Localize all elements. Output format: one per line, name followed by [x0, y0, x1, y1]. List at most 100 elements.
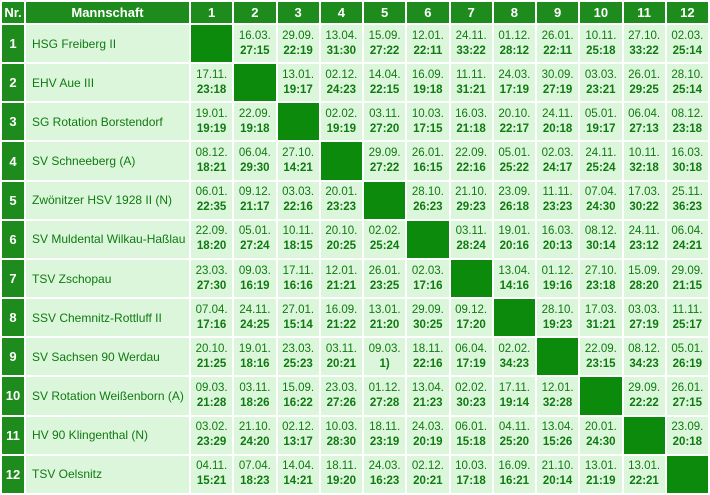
self-match-cell [277, 103, 319, 141]
match-score: 27:15 [240, 44, 270, 57]
row-number: 9 [2, 338, 24, 376]
header-col-8: 8 [493, 2, 535, 23]
match-score: 30:23 [456, 396, 486, 409]
match-date: 21.10. [238, 421, 271, 434]
result-cell: 28.10. 26:23 [407, 181, 449, 219]
match-date: 22.09. [584, 342, 617, 355]
match-date: 02.12. [325, 68, 358, 81]
match-date: 24.11. [585, 147, 617, 160]
match-score: 19:14 [499, 396, 530, 409]
match-score: 21:22 [326, 318, 357, 331]
result-cell: 20.01. 24:30 [580, 416, 622, 454]
result-cell: 08.12. 18:21 [191, 142, 233, 180]
result-cell: 26.01. 27:15 [666, 377, 708, 415]
match-score: 21:25 [196, 357, 227, 370]
match-score: 20:21 [326, 357, 357, 370]
match-score: 31:30 [326, 44, 357, 57]
match-score: 28:12 [499, 44, 530, 57]
result-cell: 03.03. 23:21 [580, 64, 622, 102]
result-cell: 09.03. 1) [364, 338, 406, 376]
match-score: 24:25 [240, 318, 270, 331]
result-cell: 08.12. 34:23 [623, 338, 665, 376]
match-date: 02.02. [455, 381, 488, 394]
match-score: 25:23 [283, 357, 313, 370]
result-cell: 22.09. 23:15 [580, 338, 622, 376]
match-date: 15.09. [282, 381, 315, 394]
match-score: 18:16 [240, 357, 270, 370]
match-date: 02.02. [368, 225, 401, 238]
match-score: 26:23 [413, 201, 443, 214]
match-date: 10.03. [411, 107, 444, 120]
row-number: 1 [2, 25, 24, 63]
self-match-cell [623, 416, 665, 454]
self-match-cell [320, 142, 362, 180]
match-score: 26:18 [499, 201, 530, 214]
result-cell: 27.10. 14:21 [277, 142, 319, 180]
match-score: 25:24 [586, 162, 616, 175]
team-name: SV Muldental Wilkau-Haßlau [26, 220, 189, 258]
team-name: HV 90 Klingenthal (N) [26, 416, 189, 454]
match-date: 18.11. [325, 460, 357, 473]
match-date: 24.03. [368, 460, 401, 473]
result-cell: 10.03. 17:15 [407, 103, 449, 141]
table-row: 12 TSV Oelsnitz 04.11. 15:21 07.04. 18:23 14.0… [2, 455, 708, 493]
result-cell: 25.11. 36:23 [666, 181, 708, 219]
match-score: 32:28 [542, 396, 573, 409]
table-row: 10 SV Rotation Weißenborn (A) 09.03. 21:28 0… [2, 377, 708, 415]
match-score: 14:21 [283, 162, 313, 175]
result-cell: 12.01. 32:28 [537, 377, 579, 415]
result-cell: 23.09. 20:18 [666, 416, 708, 454]
match-score: 16:23 [369, 475, 400, 488]
result-cell: 04.11. 25:20 [493, 416, 535, 454]
match-date: 01.12. [368, 381, 401, 394]
result-cell: 08.12. 23:18 [666, 103, 708, 141]
match-date: 23.03. [195, 264, 228, 277]
result-cell: 29.09. 30:25 [407, 299, 449, 337]
result-cell: 14.04. 22:15 [364, 64, 406, 102]
match-score: 16:16 [283, 279, 313, 292]
match-score: 26:19 [672, 357, 703, 370]
match-score: 21:15 [672, 279, 703, 292]
match-date: 24.11. [239, 303, 271, 316]
result-cell: 29.09. 21:15 [666, 259, 708, 298]
match-score: 22:17 [499, 122, 530, 135]
match-date: 04.11. [196, 460, 228, 473]
match-date: 02.12. [411, 460, 444, 473]
match-date: 16.09. [498, 460, 531, 473]
result-cell: 13.04. 21:23 [407, 377, 449, 415]
team-name: SSV Chemnitz-Rottluff II [26, 299, 189, 337]
result-cell: 10.03. 28:30 [320, 416, 362, 454]
match-date: 03.11. [455, 225, 487, 238]
result-cell: 23.03. 25:23 [277, 338, 319, 376]
match-date: 23.09. [498, 186, 531, 199]
match-score: 22:15 [369, 83, 400, 96]
match-date: 01.12. [541, 264, 574, 277]
match-score: 21:18 [456, 122, 486, 135]
match-date: 11.11. [672, 303, 703, 316]
match-date: 03.03. [628, 303, 661, 316]
match-score: 21:21 [326, 279, 357, 292]
match-score: 24:21 [672, 240, 703, 253]
result-cell: 06.04. 29:30 [234, 142, 276, 180]
table-row: 7 TSV Zschopau 23.03. 27:30 09.03. 16:19 17.11… [2, 259, 708, 298]
match-date: 15.09. [628, 264, 661, 277]
match-score: 17:16 [196, 318, 227, 331]
match-date: 09.12. [455, 303, 488, 316]
match-date: 15.09. [368, 29, 401, 42]
match-date: 05.01. [498, 147, 531, 160]
match-score: 21:19 [586, 475, 616, 488]
match-score: 15:14 [283, 318, 313, 331]
match-date: 03.02. [195, 421, 228, 434]
match-date: 13.01. [368, 303, 401, 316]
result-cell: 26.01. 23:25 [364, 259, 406, 298]
match-score: 22:19 [283, 44, 313, 57]
match-date: 13.04. [411, 381, 444, 394]
result-cell: 11.11. 25:17 [666, 299, 708, 337]
match-score: 20:16 [499, 240, 530, 253]
match-date: 03.11. [239, 381, 271, 394]
header-col-12: 12 [666, 2, 708, 23]
match-date: 11.11. [455, 68, 487, 81]
match-score: 27:19 [629, 318, 659, 331]
table-row: 4 SV Schneeberg (A) 08.12. 18:21 06.04. 29:30… [2, 142, 708, 180]
match-date: 06.04. [628, 107, 661, 120]
